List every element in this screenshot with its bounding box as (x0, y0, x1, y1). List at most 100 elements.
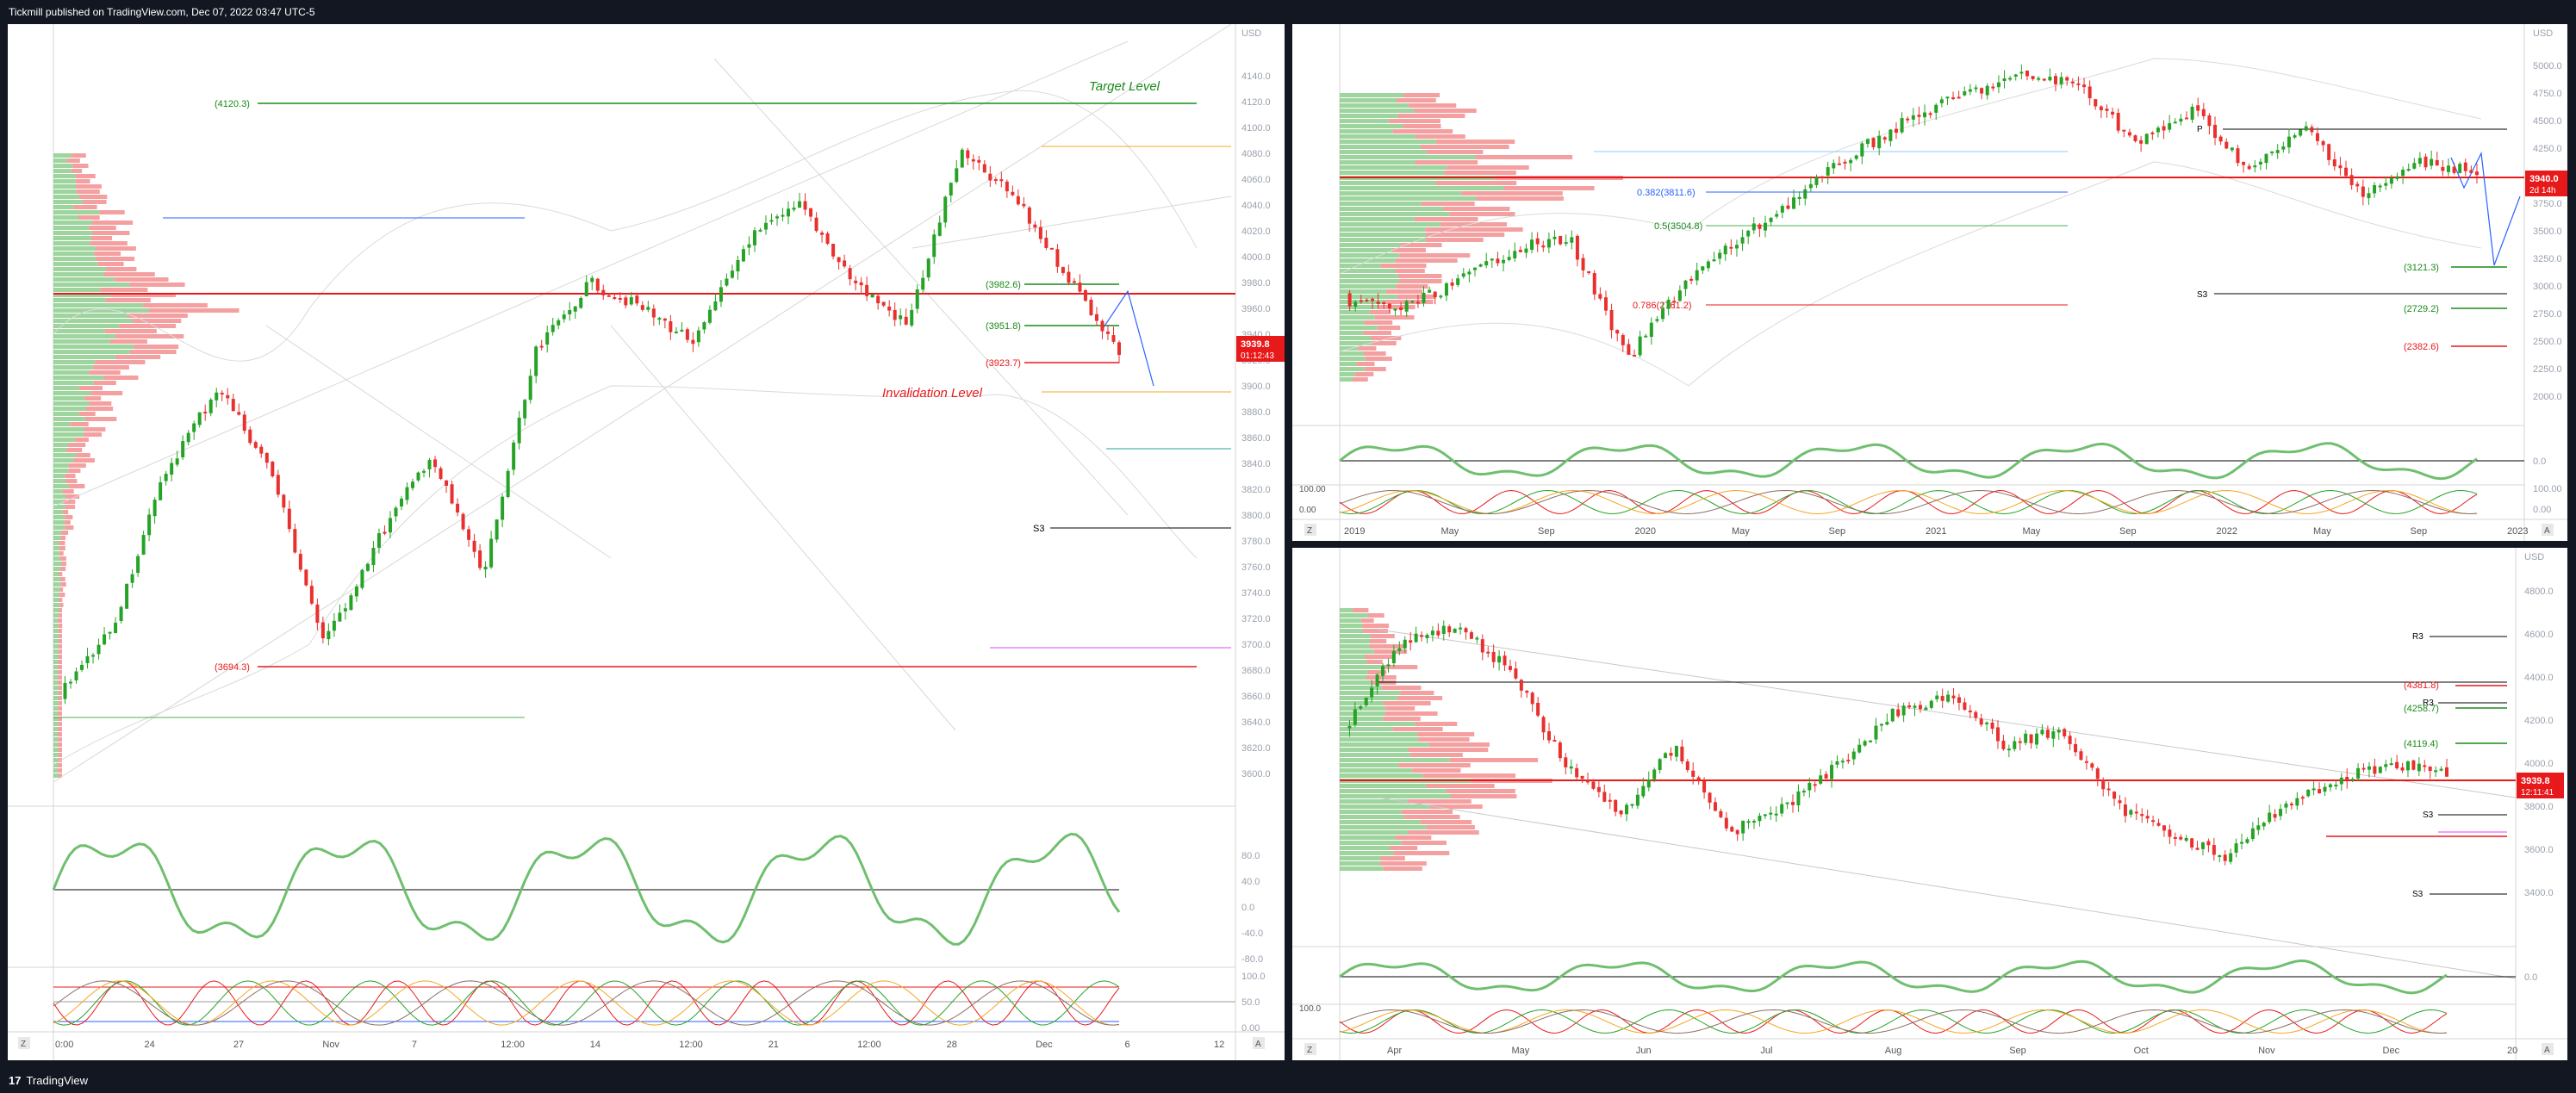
price-tick-label: -40.0 (1241, 928, 1263, 939)
price-scale[interactable]: 5000.04750.04500.04250.04000.03750.03500… (2533, 61, 2562, 402)
vp-bar-sell (58, 748, 62, 752)
a-button[interactable] (2542, 524, 2554, 536)
candle-body (523, 400, 527, 419)
vp-bar-sell (1400, 691, 1434, 695)
candle-body (1414, 633, 1418, 643)
vp-bar-buy (53, 417, 85, 421)
vp-bar-sell (59, 546, 65, 550)
candle-body (1877, 135, 1882, 149)
vp-bar-buy (1340, 295, 1397, 299)
vp-bar-buy (1340, 238, 1426, 242)
z-button[interactable] (18, 1037, 30, 1049)
candle-body (2247, 165, 2251, 170)
vp-bar-sell (1428, 742, 1490, 747)
candle-body (937, 222, 942, 236)
vp-bar-buy (1340, 181, 1436, 185)
vp-bar-sell (59, 577, 65, 581)
right-top-chart-pane[interactable]: 0.382(3811.6) 0.5(3504.8) 0.786(2761.2) … (1292, 24, 2567, 541)
candle-body (2031, 76, 2035, 79)
vp-bar-sell (57, 758, 62, 762)
candle-body (2156, 823, 2161, 826)
candle-body (287, 508, 291, 530)
candle-body (2428, 766, 2432, 772)
vp-bar-buy (1340, 351, 1364, 356)
candle-body (2281, 146, 2286, 150)
candle-body (2190, 838, 2194, 848)
z-button[interactable] (1304, 1043, 1316, 1055)
candle-body (2042, 78, 2046, 81)
vp-bar-buy (53, 381, 94, 385)
candle-body (2356, 767, 2361, 779)
candle-body (125, 583, 129, 609)
vp-bar-sell (57, 742, 62, 747)
vp-bar-buy (1340, 227, 1426, 232)
candle-body (601, 289, 606, 295)
price-scale[interactable]: 4800.0 4600.0 4400.0 4200.0 4000.0 3800.0 3600… (2524, 587, 2554, 898)
time-tick-label: Nov (2258, 1046, 2275, 1056)
candle-body (2434, 770, 2438, 773)
stochastic-lines (1339, 489, 2478, 515)
left-chart-svg[interactable]: (4120.3) Target Level (3982.6) (3951.8) … (8, 24, 1285, 1060)
candle-body (702, 322, 706, 330)
vp-bar-buy (53, 453, 77, 457)
vp-bar-sell (88, 226, 116, 230)
vp-bar-buy (53, 727, 58, 731)
time-axis[interactable]: 0:00 24 27 Nov 7 12:00 14 12:00 21 12:00 28 Dec 6 12 (55, 1040, 1224, 1050)
stoch-line (53, 980, 1120, 1026)
fib-0382-label: 0.382(3811.6) (1637, 188, 1696, 198)
tradingview-footer[interactable]: 17 TradingView (0, 1068, 2576, 1093)
vp-bar-buy (53, 624, 59, 628)
candle-body (1359, 300, 1363, 302)
candle-body (2076, 83, 2081, 85)
candle-body (2196, 105, 2200, 111)
vp-bar-sell (1401, 810, 1453, 814)
z-button[interactable] (1304, 524, 1316, 536)
vp-bar-buy (1340, 186, 1504, 190)
price-scale[interactable]: 4140.0 4120.0 4100.0 4080.0 4060.0 4040.0 4020… (1241, 71, 1271, 779)
vp-bar-sell (59, 655, 62, 659)
candle-body (2384, 183, 2388, 186)
candle-body (2300, 797, 2305, 799)
price-tick-label: 0.00 (1241, 1023, 1260, 1034)
candle-body (1685, 761, 1689, 770)
candle-body (119, 606, 123, 622)
candle-body (618, 297, 622, 300)
candle-body (1860, 143, 1864, 157)
candle-body (1641, 786, 1646, 797)
left-chart-pane[interactable]: (4120.3) Target Level (3982.6) (3951.8) … (8, 24, 1285, 1060)
time-axis[interactable]: 2019 May Sep 2020 May Sep 2021 May Sep 2022 May Sep… (1344, 526, 2528, 537)
vp-bar-sell (58, 722, 62, 726)
candle-body (2306, 789, 2311, 797)
vp-bar-sell (1397, 295, 1436, 299)
candle-body (1680, 746, 1684, 762)
vp-bar-sell (1414, 109, 1477, 113)
right-top-chart-svg[interactable]: 0.382(3811.6) 0.5(3504.8) 0.786(2761.2) … (1292, 24, 2567, 541)
envelope-upper (1339, 58, 2482, 275)
candle-body (1803, 189, 1808, 199)
a-button[interactable] (1253, 1037, 1265, 1049)
stoch-line (1339, 1009, 2448, 1034)
right-bottom-chart-svg[interactable]: R3 (4381.8) (4258.7) R3 (4119.4) S3 S3 U… (1292, 548, 2567, 1060)
candle-body (736, 259, 740, 272)
vp-bar-buy (53, 376, 104, 380)
a-button[interactable] (2542, 1043, 2554, 1055)
candle-body (1746, 230, 1751, 237)
candle-body (2299, 129, 2303, 136)
time-axis[interactable]: Apr May Jun Jul Aug Sep Oct Nov Dec 20 (1387, 1046, 2517, 1056)
vp-bar-sell (59, 598, 63, 602)
right-bottom-chart-pane[interactable]: R3 (4381.8) (4258.7) R3 (4119.4) S3 S3 U… (1292, 548, 2567, 1060)
candle-body (304, 569, 308, 586)
candle-body (354, 586, 358, 597)
price-tick-label: 3680.0 (1241, 666, 1271, 676)
envelope-lower (1339, 161, 2482, 387)
candle-body (2213, 124, 2218, 139)
candle-body (1655, 319, 1659, 321)
vp-bar-buy (1340, 861, 1380, 866)
vp-bar-buy (53, 494, 66, 499)
candle-body (74, 671, 78, 680)
vp-bar-buy (53, 660, 58, 664)
candle-body (1072, 281, 1076, 283)
candle-body (2417, 763, 2421, 772)
vp-bar-buy (53, 386, 79, 390)
price-tick-label: 4100.0 (1241, 123, 1271, 134)
